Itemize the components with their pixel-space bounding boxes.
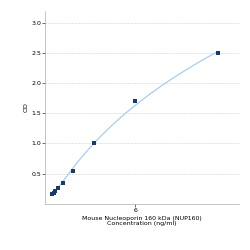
Point bbox=[52, 191, 56, 195]
Point bbox=[71, 168, 75, 172]
X-axis label: Mouse Nucleoporin 160 kDa (NUP160)
Concentration (ng/ml): Mouse Nucleoporin 160 kDa (NUP160) Conce… bbox=[82, 216, 202, 226]
Point bbox=[56, 186, 60, 190]
Point bbox=[216, 51, 220, 55]
Point bbox=[53, 189, 57, 193]
Point bbox=[92, 142, 96, 146]
Point bbox=[50, 192, 54, 196]
Point bbox=[133, 99, 137, 103]
Y-axis label: OD: OD bbox=[24, 102, 28, 112]
Point bbox=[61, 180, 65, 184]
